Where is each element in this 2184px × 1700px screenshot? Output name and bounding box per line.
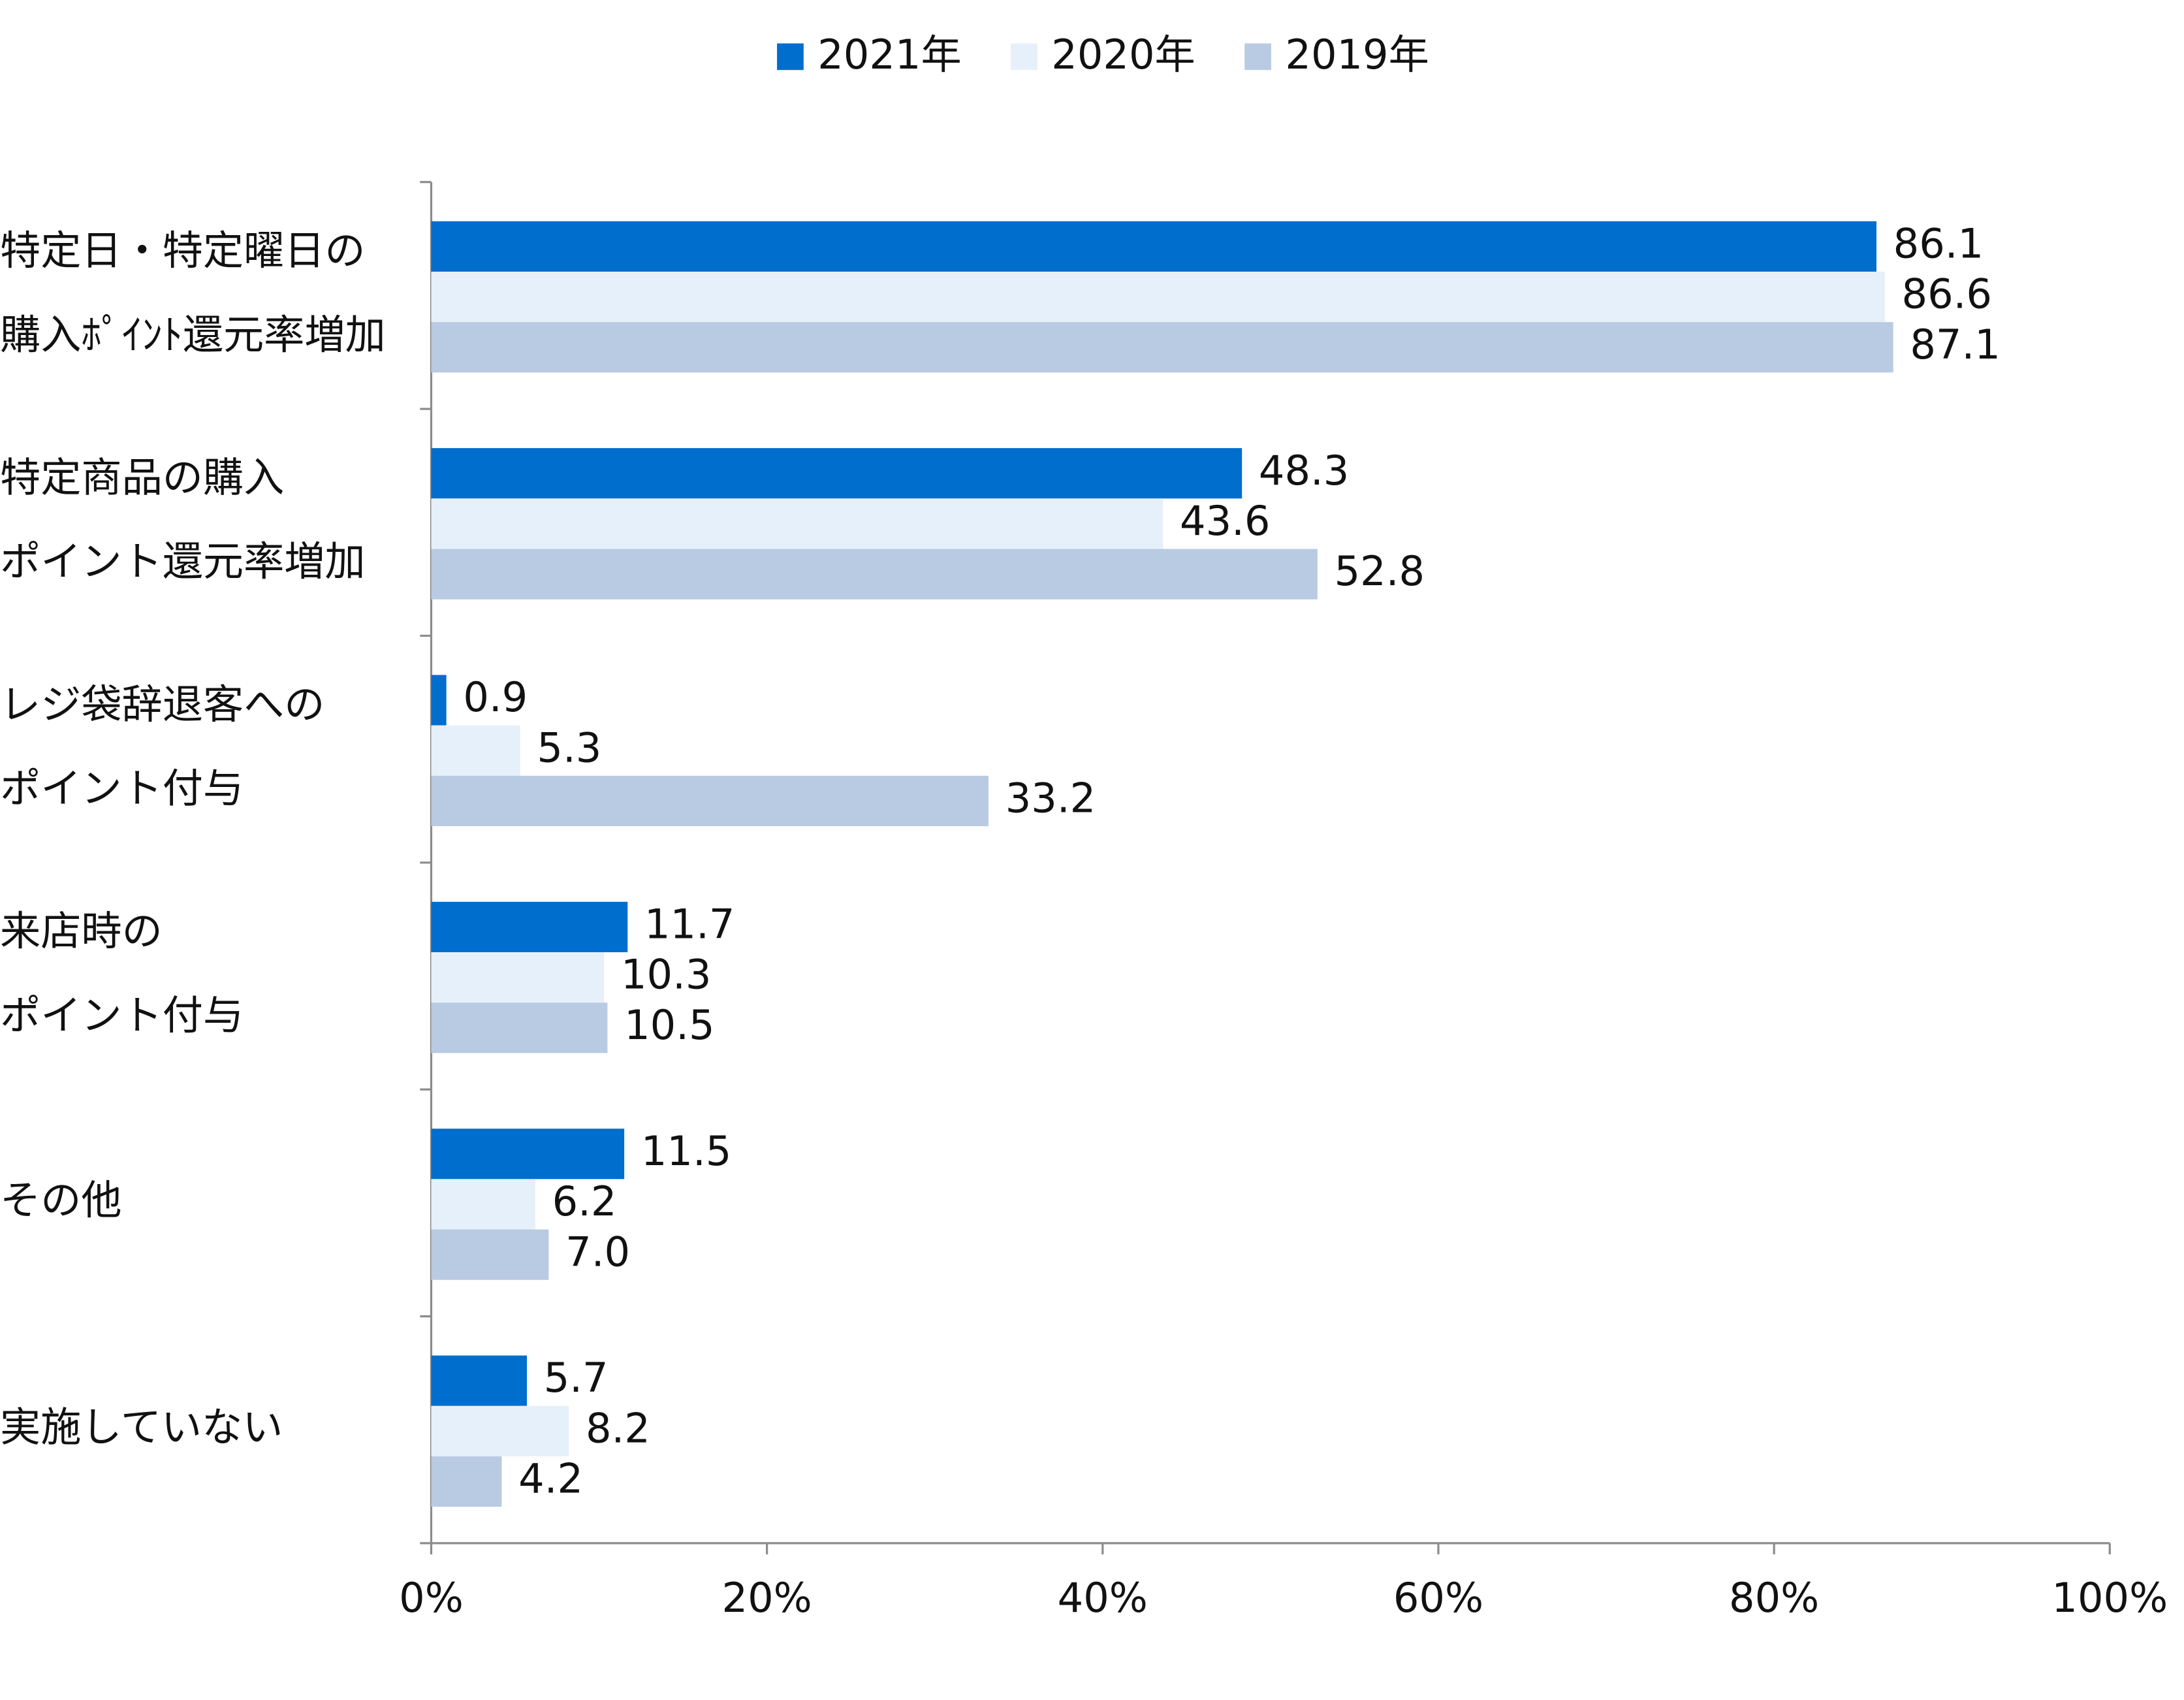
- category-label: ポイント付与: [0, 765, 244, 812]
- x-tick-label: 100%: [2051, 1574, 2168, 1622]
- bar: [431, 448, 1242, 499]
- x-tick-label: 60%: [1393, 1574, 1483, 1622]
- legend-swatch: [1011, 43, 1037, 71]
- legend-label: 2021年: [817, 31, 961, 78]
- x-tick-label: 40%: [1058, 1574, 1148, 1622]
- value-label: 48.3: [1259, 447, 1349, 494]
- category-label: その他: [0, 1176, 122, 1224]
- category-label: 購入ﾎﾟｲﾝﾄ還元率増加: [0, 311, 386, 359]
- bar: [431, 675, 447, 726]
- x-tick-label: 80%: [1729, 1574, 1819, 1622]
- value-label: 43.6: [1180, 497, 1270, 545]
- bar: [431, 549, 1318, 600]
- value-label: 11.5: [641, 1127, 731, 1175]
- category-label: ポイント還元率増加: [0, 537, 366, 585]
- value-label: 52.8: [1335, 547, 1425, 595]
- category-label: 特定日・特定曜日の: [0, 227, 366, 274]
- bar: [431, 498, 1163, 549]
- category-label: 特定商品の購入: [0, 454, 284, 502]
- legend-label: 2020年: [1051, 31, 1195, 78]
- bar: [431, 322, 1893, 373]
- bar: [431, 901, 628, 953]
- x-tick-label: 0%: [399, 1574, 464, 1622]
- value-label: 33.2: [1005, 775, 1096, 822]
- value-label: 10.3: [621, 951, 711, 999]
- value-label: 0.9: [463, 673, 528, 721]
- bar: [431, 271, 1885, 323]
- category-label: ポイント付与: [0, 991, 244, 1039]
- value-label: 87.1: [1910, 321, 2000, 368]
- x-tick-label: 20%: [722, 1574, 812, 1622]
- bar: [431, 1002, 608, 1053]
- bar: [431, 221, 1876, 272]
- bar: [431, 952, 605, 1003]
- value-label: 86.1: [1893, 219, 1984, 267]
- legend-label: 2019年: [1285, 31, 1429, 78]
- value-label: 7.0: [565, 1228, 630, 1275]
- bar: [431, 725, 520, 776]
- category-label: 実施していない: [0, 1403, 283, 1451]
- legend-swatch: [1244, 43, 1271, 71]
- value-label: 6.2: [552, 1178, 617, 1225]
- value-label: 4.2: [518, 1455, 583, 1503]
- bar: [431, 1229, 549, 1280]
- bar: [431, 1129, 625, 1179]
- bar: [431, 1405, 569, 1456]
- bar: [431, 1456, 502, 1507]
- value-label: 86.6: [1902, 270, 1992, 318]
- category-label: レジ袋辞退客への: [0, 681, 324, 728]
- value-label: 11.7: [644, 901, 735, 948]
- legend-swatch: [777, 43, 804, 71]
- bar: [431, 775, 989, 827]
- bar: [431, 1179, 535, 1230]
- value-label: 8.2: [586, 1404, 650, 1452]
- value-label: 5.3: [537, 724, 601, 771]
- category-label: 来店時の: [0, 907, 163, 955]
- bar: [431, 1355, 527, 1406]
- value-label: 5.7: [544, 1354, 609, 1402]
- value-label: 10.5: [624, 1001, 714, 1049]
